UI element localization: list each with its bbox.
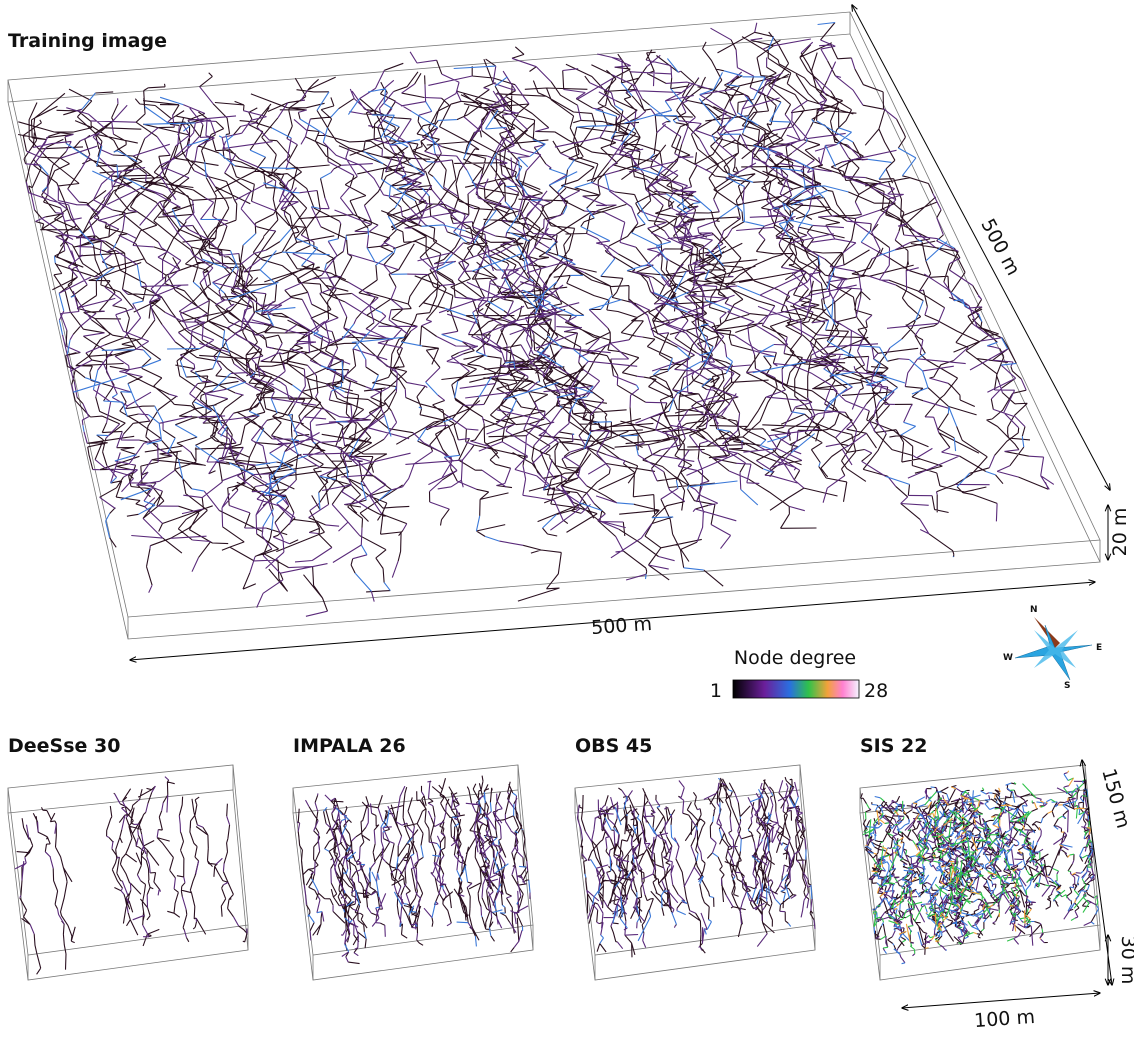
height-label: 20 m [1109,508,1131,557]
panel-title: DeeSse 30 [8,735,120,757]
network-edges [18,22,1049,612]
small-depth-label: 150 m [1097,766,1134,830]
network-edges [865,770,1092,949]
colorbar-label: Node degree [734,647,856,669]
networks [7,11,1101,981]
small-height-label: 30 m [1117,936,1134,985]
panel-title: OBS 45 [575,735,652,757]
box-bottom [7,789,249,981]
network-edges [16,779,248,975]
compass-n: N [1030,605,1038,615]
network-edges [39,21,1025,592]
box-bottom [292,789,534,981]
network-edges [307,791,531,953]
network-edges [576,780,816,951]
compass-w: W [1003,653,1013,663]
panel-title: SIS 22 [860,735,928,757]
main-title: Training image [8,30,167,52]
width-label: 500 m [590,613,652,639]
small-width-label: 100 m [973,1006,1035,1032]
small-width-arrow [902,993,1100,1008]
panel-title: IMPALA 26 [293,735,406,757]
network-edges [584,777,813,944]
depth-label: 500 m [976,215,1024,279]
network-edges [14,776,248,938]
colorbar-min: 1 [710,680,722,702]
colorbar [732,679,860,699]
network-edges [578,776,815,958]
compass-e: E [1096,643,1102,653]
width-arrow [130,582,1095,660]
network-edges [25,22,1055,617]
colorbar-max: 28 [864,680,888,702]
compass-s: S [1064,681,1070,691]
compass: N E S W [1003,605,1102,691]
box-bottom [574,789,816,981]
network-edges [296,780,531,963]
network-edges [296,775,529,965]
depth-arrow [852,5,1110,490]
